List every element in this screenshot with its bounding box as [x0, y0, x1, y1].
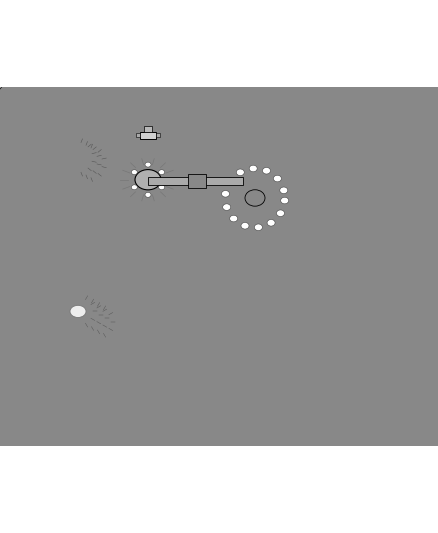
Circle shape: [199, 179, 205, 184]
Bar: [136, 133, 140, 137]
Circle shape: [110, 330, 118, 337]
Circle shape: [206, 199, 212, 205]
Text: 5: 5: [177, 244, 183, 254]
Circle shape: [167, 190, 174, 196]
Ellipse shape: [135, 169, 161, 190]
Circle shape: [236, 169, 244, 175]
Text: 13: 13: [344, 311, 356, 321]
Ellipse shape: [82, 312, 98, 324]
Circle shape: [190, 364, 246, 410]
Ellipse shape: [303, 226, 313, 238]
Text: 7: 7: [149, 225, 155, 235]
Bar: [30, 101, 390, 286]
Ellipse shape: [227, 179, 283, 217]
FancyBboxPatch shape: [0, 0, 438, 504]
Circle shape: [241, 222, 249, 229]
Circle shape: [245, 190, 265, 206]
Ellipse shape: [119, 157, 177, 202]
Bar: [197, 333, 207, 338]
Bar: [211, 344, 221, 349]
Circle shape: [149, 353, 158, 360]
Circle shape: [196, 173, 203, 179]
Text: 2: 2: [293, 256, 299, 266]
Ellipse shape: [65, 150, 85, 165]
FancyBboxPatch shape: [59, 71, 438, 441]
Circle shape: [199, 212, 205, 217]
Circle shape: [159, 169, 165, 175]
Bar: [197, 322, 207, 328]
Circle shape: [187, 171, 194, 176]
Circle shape: [230, 215, 238, 222]
Ellipse shape: [56, 144, 94, 171]
Text: 5: 5: [82, 410, 88, 421]
FancyBboxPatch shape: [9, 74, 438, 449]
Circle shape: [187, 210, 194, 216]
Circle shape: [170, 200, 177, 206]
Bar: [144, 126, 152, 132]
Text: 11: 11: [142, 120, 154, 131]
Circle shape: [128, 329, 136, 336]
Text: 4: 4: [145, 413, 151, 423]
Circle shape: [262, 167, 271, 174]
Bar: [156, 133, 160, 137]
Text: 2: 2: [210, 311, 216, 321]
Circle shape: [207, 378, 229, 396]
Bar: [211, 322, 221, 328]
Circle shape: [187, 173, 193, 177]
Ellipse shape: [337, 220, 369, 247]
FancyBboxPatch shape: [49, 65, 438, 435]
Circle shape: [276, 210, 285, 216]
Circle shape: [136, 374, 144, 381]
Circle shape: [96, 341, 104, 348]
Ellipse shape: [76, 309, 92, 321]
Circle shape: [267, 220, 275, 226]
FancyBboxPatch shape: [124, 36, 438, 408]
Ellipse shape: [66, 149, 104, 176]
Circle shape: [158, 196, 164, 200]
Ellipse shape: [88, 316, 104, 328]
Circle shape: [148, 362, 156, 368]
Circle shape: [145, 162, 151, 167]
Circle shape: [162, 182, 168, 187]
Ellipse shape: [70, 305, 86, 318]
Ellipse shape: [68, 303, 100, 327]
Circle shape: [280, 187, 288, 193]
Circle shape: [223, 204, 231, 211]
Circle shape: [198, 370, 238, 403]
Circle shape: [131, 185, 138, 190]
Text: 9: 9: [342, 213, 348, 223]
Circle shape: [162, 208, 168, 214]
Bar: [197, 344, 207, 349]
Ellipse shape: [108, 149, 188, 211]
Circle shape: [173, 174, 179, 179]
Ellipse shape: [343, 225, 363, 243]
Text: 6: 6: [212, 129, 218, 139]
Circle shape: [118, 378, 126, 385]
Ellipse shape: [195, 155, 315, 241]
Circle shape: [206, 191, 212, 196]
Ellipse shape: [177, 142, 332, 254]
Text: 1: 1: [412, 193, 418, 203]
Ellipse shape: [70, 153, 90, 167]
FancyBboxPatch shape: [124, 21, 438, 393]
Text: 10: 10: [54, 180, 66, 189]
Bar: [211, 333, 221, 338]
Circle shape: [144, 338, 152, 345]
Circle shape: [196, 207, 203, 213]
Circle shape: [145, 192, 151, 197]
Circle shape: [273, 175, 282, 182]
Ellipse shape: [80, 309, 112, 334]
Circle shape: [187, 219, 193, 223]
Circle shape: [93, 357, 101, 364]
Bar: [140, 132, 156, 139]
Text: 3: 3: [215, 410, 221, 421]
Ellipse shape: [299, 222, 317, 241]
Ellipse shape: [136, 149, 244, 237]
Circle shape: [254, 224, 262, 231]
Circle shape: [170, 181, 177, 186]
Circle shape: [206, 190, 213, 196]
Ellipse shape: [61, 147, 99, 174]
Ellipse shape: [55, 306, 195, 407]
